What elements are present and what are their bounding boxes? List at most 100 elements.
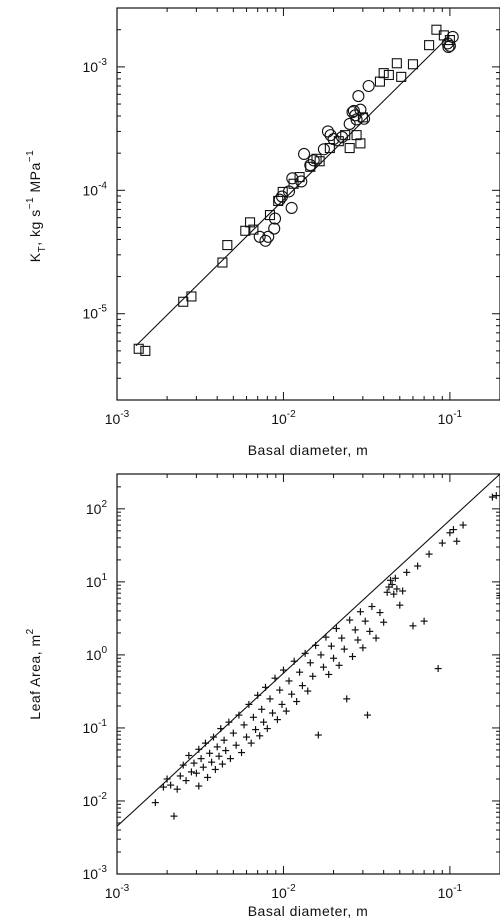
data-point-plus <box>327 642 335 650</box>
y-axis-label-base: K <box>27 252 43 262</box>
data-point-circle <box>282 185 296 198</box>
data-point-plus <box>195 745 203 753</box>
data-point-plus <box>364 711 372 719</box>
data-point-circle <box>352 90 365 103</box>
data-point-plus <box>306 659 314 667</box>
data-point-plus <box>235 711 243 719</box>
data-point-plus <box>293 698 301 706</box>
data-point-plus <box>229 729 237 737</box>
data-point-circle <box>295 175 308 188</box>
data-point-plus <box>330 654 338 662</box>
data-point-plus <box>288 690 296 698</box>
data-point-plus <box>325 670 333 678</box>
data-point-circle <box>307 154 320 167</box>
data-point-plus <box>296 668 304 676</box>
data-point-plus <box>282 707 290 715</box>
data-point-plus <box>304 687 312 695</box>
data-point-plus <box>388 581 396 589</box>
x-axis-label: Basal diameter, m <box>248 442 369 458</box>
data-point-square <box>374 76 386 87</box>
y-axis-label-sub: T <box>37 246 48 253</box>
data-point-square <box>431 24 442 35</box>
regression-line <box>116 473 500 827</box>
data-point-plus <box>179 761 187 769</box>
data-point-circle <box>317 143 330 156</box>
data-point-plus <box>309 672 317 680</box>
data-point-plus <box>434 665 442 673</box>
data-point-circle <box>362 79 375 93</box>
data-point-plus <box>376 609 384 617</box>
data-point-plus <box>151 799 159 807</box>
data-point-plus <box>290 657 298 665</box>
data-point-plus <box>453 537 461 545</box>
x-tick-label: 10-3 <box>105 409 130 427</box>
y-tick-label: 10-1 <box>83 718 108 736</box>
data-point-square <box>383 69 394 81</box>
data-point-plus <box>351 626 359 634</box>
data-point-square <box>311 153 322 164</box>
data-point-circle <box>321 125 334 138</box>
data-point-plus <box>222 747 230 755</box>
x-tick-label: 10-3 <box>105 883 130 901</box>
data-point-circle <box>298 147 311 161</box>
data-point-plus <box>218 760 226 768</box>
data-point-plus <box>279 666 287 674</box>
data-point-circle <box>347 104 360 117</box>
data-point-circle <box>268 212 282 225</box>
plot-frame <box>116 473 500 875</box>
data-point-plus <box>356 608 364 616</box>
x-tick-label: 10-1 <box>438 409 463 427</box>
data-point-plus <box>409 622 417 630</box>
data-point-circle <box>286 172 299 185</box>
data-point-plus <box>197 755 205 763</box>
data-point-plus <box>366 627 374 635</box>
data-point-plus <box>269 709 277 717</box>
data-point-plus <box>215 752 223 760</box>
data-point-plus <box>425 550 433 558</box>
data-point-plus <box>254 691 262 699</box>
data-point-square <box>344 142 355 154</box>
data-point-circle <box>262 230 275 243</box>
data-point-plus <box>211 765 219 773</box>
y-tick-label: 10-3 <box>83 57 108 75</box>
data-point-plus <box>391 574 399 582</box>
data-point-plus <box>338 634 346 642</box>
data-point-plus <box>210 733 218 741</box>
data-point-plus <box>247 739 255 747</box>
data-point-circle <box>259 234 272 247</box>
data-point-square <box>351 130 362 141</box>
data-point-plus <box>173 785 181 793</box>
data-point-square <box>222 240 233 251</box>
data-point-plus <box>488 493 496 501</box>
data-point-plus <box>167 781 175 789</box>
plot-frame <box>116 7 500 401</box>
data-point-plus <box>243 733 251 741</box>
data-point-square <box>178 296 189 307</box>
data-point-plus <box>199 763 207 771</box>
data-point-plus <box>332 624 340 632</box>
data-point-plus <box>285 677 293 685</box>
data-point-square <box>407 59 419 70</box>
data-point-plus <box>220 736 228 744</box>
data-point-plus <box>449 526 457 534</box>
data-point-square <box>314 156 325 167</box>
data-point-square <box>444 34 455 46</box>
data-point-plus <box>201 739 209 747</box>
data-point-circle <box>268 222 281 235</box>
data-point-plus <box>260 718 268 726</box>
data-point-plus <box>343 695 351 703</box>
panel-leaf-area: 10-3 10-2 10-1 10-3 10-2 10-1 100 101 102 Basal … <box>25 473 500 919</box>
y-axis-label-sup1: −1 <box>25 197 36 209</box>
data-point-plus <box>266 695 274 703</box>
data-point-plus <box>195 782 203 790</box>
data-point-plus <box>372 634 380 642</box>
y-tick-label: 10-5 <box>83 304 108 322</box>
data-point-square <box>378 68 389 79</box>
data-point-plus <box>170 812 178 820</box>
data-point-plus <box>261 683 269 691</box>
data-point-square <box>248 224 259 235</box>
data-point-plus <box>446 529 454 537</box>
y-tick-label: 100 <box>86 645 108 663</box>
data-point-plus <box>204 773 212 781</box>
